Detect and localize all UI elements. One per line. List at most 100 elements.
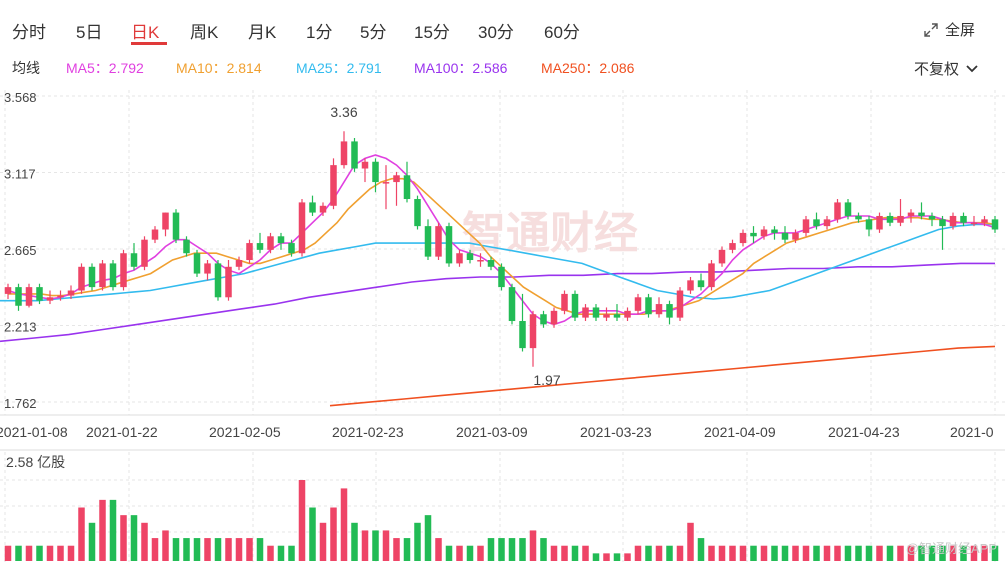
candle-body [57, 295, 64, 298]
tab-7[interactable]: 15分 [414, 23, 450, 42]
tab-0[interactable]: 分时 [12, 23, 46, 42]
x-tick-label: 2021-01-22 [86, 424, 158, 440]
corner-watermark: @智通财经APP [905, 541, 997, 556]
x-tick-label: 2021-01-08 [0, 424, 68, 440]
candle-body [277, 236, 285, 244]
candle-body [855, 215, 862, 220]
volume-bar [36, 545, 43, 561]
period-tab-bar: 分时 5日 日K 周K 月K 1分 5分 15分 30分 60分 全屏 [0, 0, 1005, 48]
volume-bar [225, 538, 232, 561]
volume-bar [634, 545, 642, 561]
volume-bar [445, 545, 453, 561]
candle-body [214, 263, 222, 298]
volume-bar [960, 545, 967, 561]
candle-body [225, 266, 232, 298]
volume-bar [25, 545, 33, 561]
candle-body [550, 310, 558, 325]
candle-body [760, 229, 768, 237]
volume-bar [571, 545, 579, 561]
tab-5[interactable]: 1分 [306, 23, 333, 42]
candle-body [634, 297, 642, 311]
volume-bar [172, 538, 180, 561]
volume-bar [970, 545, 978, 561]
volume-bar [697, 538, 705, 561]
center-watermark: 智通财经 [462, 208, 638, 259]
candle-body [193, 253, 201, 274]
volume-bar [949, 545, 957, 561]
volume-bar [655, 545, 663, 561]
volume-bar [235, 538, 243, 561]
ma10-value: MA10：2.814 [176, 60, 262, 76]
volume-bar [204, 538, 211, 561]
candle-body [498, 266, 505, 288]
volume-bar [729, 545, 736, 561]
tab-3[interactable]: 周K [190, 23, 219, 42]
volume-bar [319, 522, 327, 561]
volume-bar [603, 553, 610, 561]
volume-bar [403, 538, 411, 561]
volume-bar [865, 545, 873, 561]
volume-bar [424, 515, 432, 561]
tab-2[interactable]: 日K [131, 23, 160, 42]
candle-body [949, 215, 957, 227]
volume-bar [508, 538, 516, 561]
candle-body [813, 219, 820, 227]
ma250-value: MA250：2.086 [541, 60, 635, 76]
y-tick-label: 2.665 [4, 243, 37, 258]
candle-body [309, 202, 316, 213]
candle-body [78, 266, 85, 291]
volume-bar [162, 530, 169, 561]
candle-body [928, 215, 936, 220]
volume-bar [624, 553, 631, 561]
candle-body [571, 293, 579, 318]
candle-body [372, 161, 379, 183]
volume-bar [907, 545, 915, 561]
candle-body [414, 199, 421, 227]
candle-body [130, 253, 138, 267]
volume-bar [561, 545, 568, 561]
volume-bar [897, 545, 904, 561]
volume-bar [792, 545, 799, 561]
tab-8[interactable]: 30分 [478, 23, 514, 42]
volume-bar [834, 545, 841, 561]
volume-bar [676, 545, 684, 561]
candle-body [256, 243, 264, 250]
tab-1[interactable]: 5日 [76, 23, 103, 42]
volume-bar [529, 530, 537, 561]
fullscreen-button[interactable]: 全屏 [923, 19, 975, 40]
volume-bar [645, 545, 652, 561]
candle-body [456, 253, 463, 264]
candle-body [603, 314, 610, 318]
candle-body [970, 222, 978, 225]
candle-body [897, 215, 904, 223]
candle-body [750, 232, 757, 237]
volume-bar [750, 545, 757, 561]
candle-body [235, 260, 243, 267]
volume-bar [120, 515, 127, 561]
volume-max-label: 2.58 亿股 [6, 454, 65, 470]
x-tick-label: 2021-03-23 [580, 424, 652, 440]
candle-body [519, 321, 526, 349]
candle-body [141, 239, 148, 267]
volume-bar [876, 545, 883, 561]
candle-body [46, 297, 54, 301]
tab-4[interactable]: 月K [248, 23, 277, 42]
y-tick-label: 2.213 [4, 320, 37, 335]
tab-6[interactable]: 5分 [360, 23, 387, 42]
volume-bar [151, 538, 159, 561]
candle-body [288, 243, 295, 254]
tab-9[interactable]: 60分 [544, 23, 580, 42]
volume-bar [67, 545, 75, 561]
ma-legend: 均线 MA5：2.792 MA10：2.814 MA25：2.791 MA100… [0, 58, 1005, 80]
volume-bar [760, 545, 768, 561]
candle-body [172, 212, 180, 240]
volume-bar [183, 538, 190, 561]
volume-bar [813, 545, 820, 561]
candle-body [802, 219, 810, 233]
candle-body [361, 161, 369, 169]
candle-body [834, 202, 841, 220]
candle-body [708, 263, 715, 288]
volume-bar [330, 507, 337, 561]
adjust-dropdown[interactable]: 不复权 [914, 58, 979, 79]
